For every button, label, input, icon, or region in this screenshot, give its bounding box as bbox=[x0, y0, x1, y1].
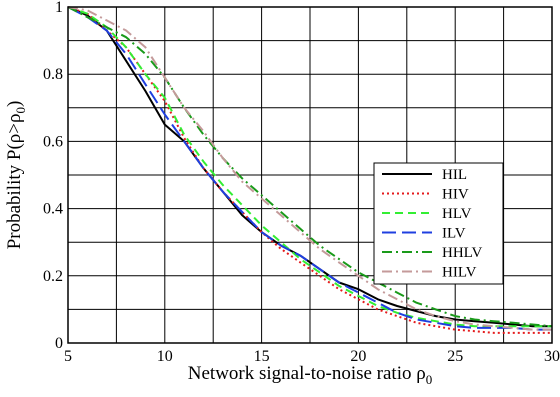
legend: HIL HIV HLV ILV HHLV HILV bbox=[373, 162, 504, 285]
plot-frame bbox=[67, 6, 553, 344]
series-line-hhlv bbox=[67, 6, 553, 328]
x-tick-label: 10 bbox=[157, 348, 173, 365]
x-axis-title-main: Network signal-to-noise ratio ρ bbox=[188, 363, 426, 384]
x-tick-label: 20 bbox=[350, 348, 366, 365]
y-axis-title-sub: 0 bbox=[13, 107, 28, 114]
legend-label-hiv: HIV bbox=[442, 187, 469, 203]
y-tick-label: 0.2 bbox=[43, 268, 63, 285]
x-tick-label: 30 bbox=[544, 348, 560, 365]
x-axis-title-sub: 0 bbox=[426, 372, 433, 387]
x-tick-label: 25 bbox=[447, 348, 463, 365]
y-tick-label: 0 bbox=[55, 335, 63, 352]
legend-label-hhlv: HHLV bbox=[442, 245, 482, 261]
y-axis-title: Probability P(ρ>ρ0) bbox=[4, 101, 28, 250]
legend-label-ilv: ILV bbox=[442, 226, 466, 242]
y-tick-label: 0.6 bbox=[43, 133, 63, 150]
legend-label-hlv: HLV bbox=[442, 206, 472, 222]
y-tick-label: 0.4 bbox=[43, 201, 63, 218]
series-lines bbox=[67, 6, 553, 334]
legend-label-hilv: HILV bbox=[442, 265, 477, 281]
series-line-hilv bbox=[67, 6, 552, 331]
x-tick-label: 15 bbox=[254, 348, 270, 365]
x-axis-title: Network signal-to-noise ratio ρ0 bbox=[188, 363, 432, 387]
series-line-hil bbox=[67, 6, 552, 328]
legend-box bbox=[373, 162, 504, 285]
legend-label-hil: HIL bbox=[442, 167, 467, 183]
y-tick-label: 0.8 bbox=[43, 66, 63, 83]
x-tick-label: 5 bbox=[64, 348, 72, 365]
axis-ticks: 5 10 15 20 25 30 0 0.2 0.4 0.6 0.8 1 bbox=[43, 0, 560, 365]
y-tick-label: 1 bbox=[55, 0, 63, 16]
series-line-hlv bbox=[67, 6, 552, 328]
y-axis-title-close: ) bbox=[4, 101, 25, 107]
y-axis-title-main: Probability P(ρ>ρ bbox=[4, 114, 25, 250]
